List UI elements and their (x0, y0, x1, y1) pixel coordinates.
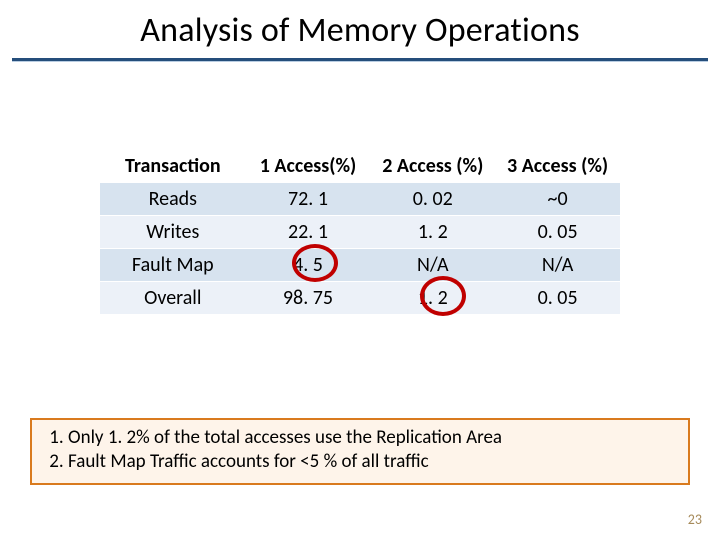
cell-value: 0. 05 (495, 282, 620, 315)
cell-value: 22. 1 (246, 216, 371, 249)
col-3access: 3 Access (%) (495, 150, 620, 183)
cell-value: N/A (495, 249, 620, 282)
cell-value: N/A (370, 249, 495, 282)
cell-value: 1. 2 (370, 282, 495, 315)
cell-value: 72. 1 (246, 183, 371, 216)
table-header-row: Transaction 1 Access(%) 2 Access (%) 3 A… (100, 150, 620, 183)
cell-value: 98. 75 (246, 282, 371, 315)
cell-value: ~0 (495, 183, 620, 216)
cell-label: Reads (100, 183, 246, 216)
title-wrap: Analysis of Memory Operations (0, 10, 720, 51)
cell-label: Fault Map (100, 249, 246, 282)
memory-ops-table: Transaction 1 Access(%) 2 Access (%) 3 A… (100, 150, 620, 315)
page-number: 23 (688, 511, 702, 528)
slide: Analysis of Memory Operations Transactio… (0, 0, 720, 540)
cell-label: Overall (100, 282, 246, 315)
cell-value: 0. 05 (495, 216, 620, 249)
cell-label: Writes (100, 216, 246, 249)
col-transaction: Transaction (100, 150, 246, 183)
note-item: Fault Map Traffic accounts for <5 % of a… (68, 450, 678, 474)
col-1access: 1 Access(%) (246, 150, 371, 183)
cell-value: 0. 02 (370, 183, 495, 216)
col-2access: 2 Access (%) (370, 150, 495, 183)
note-item: Only 1. 2% of the total accesses use the… (68, 426, 678, 450)
cell-value: 1. 2 (370, 216, 495, 249)
table-row: Writes 22. 1 1. 2 0. 05 (100, 216, 620, 249)
cell-value: 4. 5 (246, 249, 371, 282)
table-row: Fault Map 4. 5 N/A N/A (100, 249, 620, 282)
memory-ops-table-wrap: Transaction 1 Access(%) 2 Access (%) 3 A… (100, 150, 620, 315)
page-title: Analysis of Memory Operations (0, 10, 720, 51)
notes-box: Only 1. 2% of the total accesses use the… (30, 418, 690, 485)
table-row: Reads 72. 1 0. 02 ~0 (100, 183, 620, 216)
table-row: Overall 98. 75 1. 2 0. 05 (100, 282, 620, 315)
title-rule (12, 58, 708, 62)
